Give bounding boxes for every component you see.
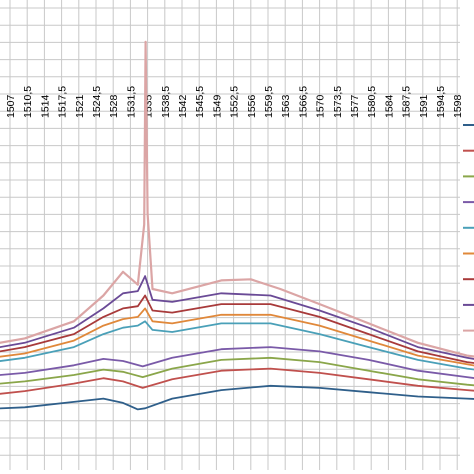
x-tick-label: 1587,5 [401,86,413,118]
series-line [0,384,474,411]
x-tick-label: 1591 [418,94,430,118]
x-tick-label: 1510,5 [22,86,34,118]
series-lines [0,40,474,411]
grid [0,0,460,470]
series-line [0,367,474,395]
x-tick-label: 1542 [177,94,189,118]
x-tick-label: 1514 [39,94,51,118]
series-line [0,356,474,387]
x-tick-labels: 1507 1510,5 1514 1517,5 1521 1524,5 1528 1531,5… [5,86,464,118]
series-line [0,294,474,364]
x-tick-label: 1563 [280,94,292,118]
x-tick-label: 1556 [246,94,258,118]
x-tick-label: 1598 [452,94,464,118]
x-tick-label: 1580,5 [366,86,378,118]
x-tick-label: 1552,5 [229,86,241,118]
series-line [0,307,474,367]
x-tick-label: 1584 [383,94,395,118]
x-tick-label: 1566,5 [297,86,309,118]
x-tick-label: 1570 [315,94,327,118]
x-tick-label: 1594,5 [435,86,447,118]
x-tick-label: 1545,5 [194,86,206,118]
series-line [0,40,474,358]
x-tick-label: 1549 [211,94,223,118]
x-tick-label: 1559,5 [263,86,275,118]
x-tick-label: 1531,5 [125,86,137,118]
x-tick-label: 1521 [74,94,86,118]
x-tick-label: 1577 [349,94,361,118]
series-line [0,346,474,379]
x-tick-label: 1528 [108,94,120,118]
x-tick-label: 1573,5 [332,86,344,118]
x-tick-label: 1538,5 [160,86,172,118]
x-tick-label: 1507 [5,94,17,118]
series-line [0,275,474,360]
legend [463,124,474,332]
x-tick-label: 1517,5 [57,86,69,118]
x-tick-label: 1524,5 [91,86,103,118]
series-line [0,320,474,371]
